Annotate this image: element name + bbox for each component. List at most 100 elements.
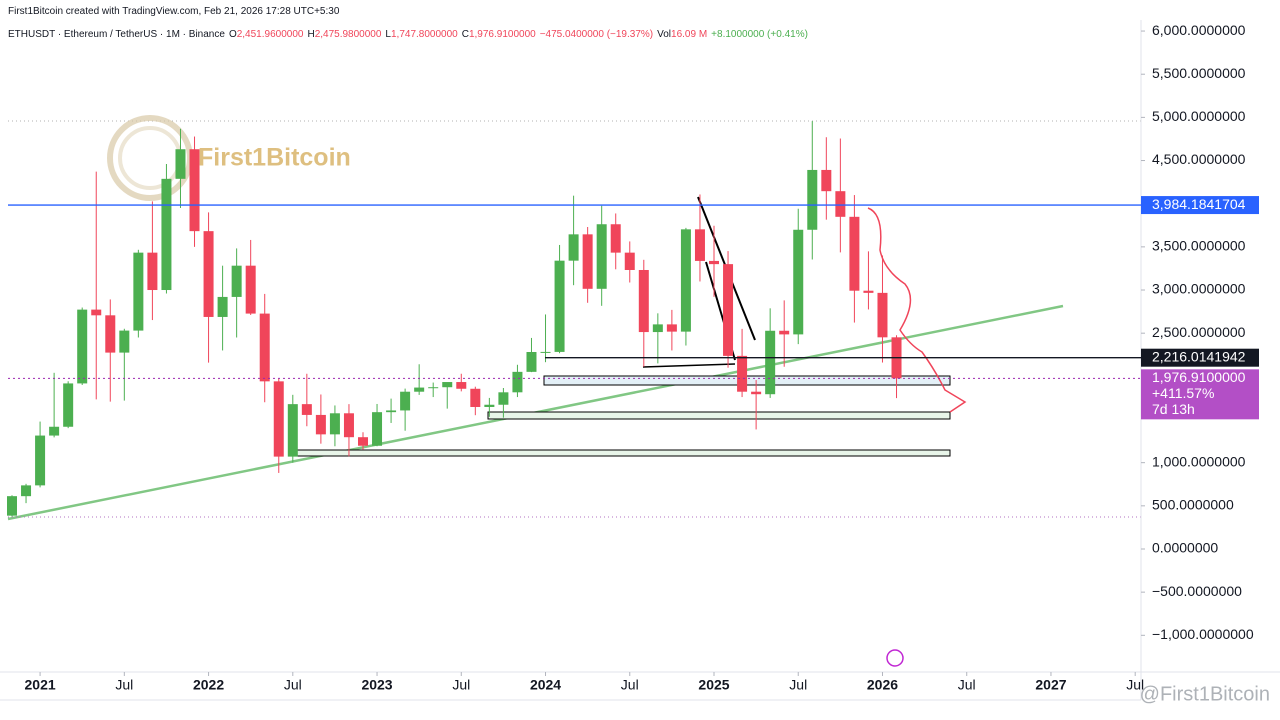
y-tick-label: 500.0000000 <box>1152 497 1234 513</box>
candle-body <box>175 149 186 179</box>
x-tick-label: 2025 <box>698 677 729 693</box>
candle-body <box>35 435 46 486</box>
candle-body <box>358 437 368 446</box>
x-tick-label: Jul <box>115 677 133 693</box>
candle-body <box>821 169 832 192</box>
candle-body <box>498 392 509 405</box>
candle-body <box>372 412 383 446</box>
x-tick-label: 2027 <box>1035 677 1066 693</box>
candle-body <box>779 330 790 335</box>
candle-body <box>7 496 17 516</box>
legend-value: 2,451.9600000 <box>236 29 304 40</box>
x-tick-label: Jul <box>284 677 302 693</box>
symbol: ETHUSDT · Ethereum / TetherUS · 1M · Bin… <box>8 29 225 40</box>
projection-path <box>867 207 967 413</box>
volume-change: +8.1000000 (+0.41%) <box>711 29 808 40</box>
candle-body <box>161 178 172 291</box>
candle-body <box>77 309 88 384</box>
legend-key: O <box>228 29 237 40</box>
candle-body <box>638 269 649 333</box>
candle-body <box>189 149 200 232</box>
zone <box>487 411 951 420</box>
event-icon[interactable] <box>886 649 904 667</box>
candle-body <box>231 265 242 297</box>
candle-body <box>217 296 228 317</box>
drawings <box>0 20 1280 701</box>
candle-body <box>400 391 411 411</box>
price-label: 3,984.1841704 <box>1152 196 1246 212</box>
candle-body <box>568 234 579 261</box>
candle-body <box>877 292 888 338</box>
y-tick-label: 0.0000000 <box>1152 540 1218 556</box>
candle-body <box>526 351 537 372</box>
watermark: First1Bitcoin <box>198 144 351 172</box>
candle-body <box>63 383 74 427</box>
legend-key: H <box>307 29 315 40</box>
candle-body <box>273 381 284 457</box>
candle-body <box>863 290 874 293</box>
x-tick-label: 2021 <box>25 677 56 693</box>
legend-key: C <box>461 29 469 40</box>
legend-value: 2,475.9800000 <box>314 29 382 40</box>
candle-body <box>835 191 846 217</box>
x-tick-label: Jul <box>789 677 807 693</box>
price-label-bg <box>1141 196 1259 215</box>
candle-body <box>287 404 298 457</box>
y-tick-label: 5,000.0000000 <box>1152 108 1246 124</box>
candle-body <box>343 413 354 438</box>
candle-body <box>91 309 102 316</box>
x-tick-label: 2024 <box>530 677 561 693</box>
candle-body <box>245 265 256 314</box>
price-label-bg <box>1141 369 1259 420</box>
volume-key: Vol <box>657 29 672 40</box>
handle: @First1Bitcoin <box>1140 683 1270 705</box>
legend-change: −475.0400000 (−19.37%) <box>539 29 654 40</box>
candle-body <box>723 264 734 356</box>
price-label: 1,976.9100000 <box>1152 369 1246 385</box>
candle-body <box>652 324 663 333</box>
candle-body <box>203 231 214 317</box>
candle-body <box>259 313 270 382</box>
legend-key: L <box>385 29 391 40</box>
price-label: 2,216.0141942 <box>1152 348 1246 364</box>
x-tick-label: 2023 <box>361 677 392 693</box>
candle-body <box>315 414 326 435</box>
y-tick-label: −500.0000000 <box>1152 583 1242 599</box>
candle-body <box>49 426 60 436</box>
candle-body <box>765 330 776 395</box>
candle-body <box>610 224 621 253</box>
candle-body <box>596 224 607 289</box>
price-label-bg <box>1141 348 1259 367</box>
drawn-line <box>642 363 736 368</box>
candle-body <box>133 252 144 331</box>
candle-body <box>21 485 32 497</box>
candle-body <box>666 324 677 332</box>
candle-body <box>301 404 312 415</box>
x-tick-label: Jul <box>958 677 976 693</box>
x-tick-label: 2022 <box>193 677 224 693</box>
price-label-extra: 7d 13h <box>1152 401 1195 417</box>
candle-body <box>807 169 818 230</box>
y-tick-label: 3,500.0000000 <box>1152 238 1246 254</box>
y-tick-label: 4,500.0000000 <box>1152 151 1246 167</box>
candle-body <box>456 382 467 389</box>
candle-body <box>680 229 691 332</box>
candle-body <box>554 260 565 352</box>
candle-body <box>793 229 804 335</box>
candle-body <box>147 252 158 291</box>
legend: ETHUSDT · Ethereum / TetherUS · 1M · Bin… <box>8 29 812 40</box>
candle-body <box>386 410 397 413</box>
candle-body <box>751 391 762 395</box>
x-tick-label: Jul <box>621 677 639 693</box>
candle-body <box>512 371 523 393</box>
y-tick-label: 2,500.0000000 <box>1152 324 1246 340</box>
legend-value: 1,747.8000000 <box>390 29 458 40</box>
candle-body <box>849 216 860 291</box>
x-tick-label: Jul <box>452 677 470 693</box>
price-label-extra: +411.57% <box>1152 385 1214 401</box>
candle-body <box>484 404 495 407</box>
candle-body <box>709 260 719 265</box>
x-tick-label: Jul <box>1126 677 1144 693</box>
